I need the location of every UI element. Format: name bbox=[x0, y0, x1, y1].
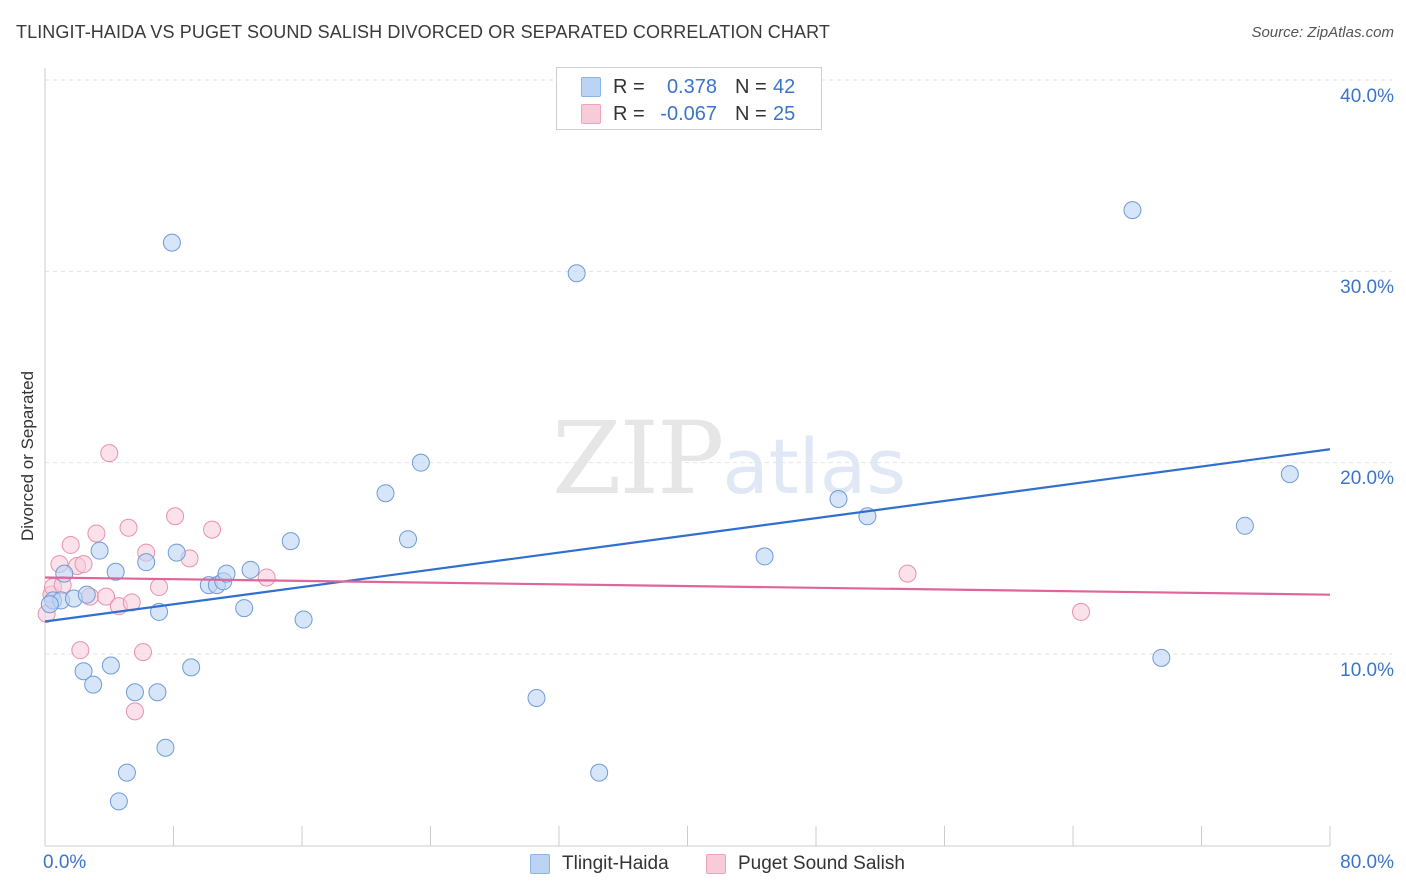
data-point-tlingit-haida bbox=[527, 689, 546, 708]
watermark-atlas: atlas bbox=[722, 422, 906, 511]
data-point-puget-sound-salish bbox=[74, 555, 93, 574]
data-point-tlingit-haida bbox=[567, 264, 586, 283]
data-point-tlingit-haida bbox=[1123, 201, 1142, 220]
y-tick-label-10: 10.0% bbox=[1340, 660, 1394, 681]
data-point-tlingit-haida bbox=[106, 562, 125, 581]
data-point-tlingit-haida bbox=[40, 595, 59, 614]
legend-n-label: N = bbox=[735, 102, 767, 125]
watermark: ZIPatlas bbox=[552, 400, 906, 517]
legend-swatch-blue bbox=[581, 77, 601, 97]
data-point-puget-sound-salish bbox=[125, 702, 144, 721]
data-point-tlingit-haida bbox=[125, 683, 144, 702]
legend-r-value: -0.067 bbox=[660, 102, 717, 125]
data-point-tlingit-haida bbox=[90, 541, 109, 560]
legend-n-value: 25 bbox=[773, 102, 796, 125]
data-point-tlingit-haida bbox=[148, 683, 167, 702]
data-point-puget-sound-salish bbox=[257, 568, 276, 587]
trend-line-tlingit-haida bbox=[44, 448, 1331, 623]
source-label: Source: ZipAtlas.com bbox=[1251, 24, 1394, 41]
data-point-tlingit-haida bbox=[167, 543, 186, 562]
data-point-tlingit-haida bbox=[182, 658, 201, 677]
data-point-puget-sound-salish bbox=[100, 444, 119, 463]
data-point-puget-sound-salish bbox=[133, 643, 152, 662]
data-point-puget-sound-salish bbox=[71, 641, 90, 660]
data-point-tlingit-haida bbox=[101, 656, 120, 675]
bottom-legend-label: Puget Sound Salish bbox=[738, 853, 905, 874]
y-tick-label-40: 40.0% bbox=[1340, 86, 1394, 107]
data-point-tlingit-haida bbox=[399, 530, 418, 549]
data-point-puget-sound-salish bbox=[150, 578, 169, 597]
bottom-legend-puget-sound-salish: Puget Sound Salish bbox=[706, 852, 905, 876]
data-point-tlingit-haida bbox=[137, 553, 156, 572]
y-axis-label: Divorced or Separated bbox=[18, 370, 37, 542]
data-point-tlingit-haida bbox=[590, 763, 609, 782]
data-point-puget-sound-salish bbox=[119, 518, 138, 537]
data-point-tlingit-haida bbox=[1235, 516, 1254, 535]
legend-n-value: 42 bbox=[773, 75, 796, 98]
x-tick-label-min: 0.0% bbox=[43, 852, 87, 873]
data-point-puget-sound-salish bbox=[203, 520, 222, 539]
bottom-legend-swatch-blue bbox=[530, 854, 550, 874]
legend-row-puget-sound-salish: R = -0.067 N = 25 bbox=[581, 101, 795, 127]
data-point-tlingit-haida bbox=[1152, 648, 1171, 667]
correlation-legend: R = 0.378 N = 42 R = -0.067 N = 25 bbox=[556, 67, 822, 130]
data-point-tlingit-haida bbox=[281, 532, 300, 551]
bottom-legend-swatch-pink bbox=[706, 854, 726, 874]
watermark-zip: ZIP bbox=[552, 400, 724, 517]
data-point-tlingit-haida bbox=[411, 453, 430, 472]
data-point-tlingit-haida bbox=[217, 564, 236, 583]
data-point-tlingit-haida bbox=[74, 662, 93, 681]
y-tick-label-30: 30.0% bbox=[1340, 277, 1394, 298]
x-tick-label-max: 80.0% bbox=[1340, 852, 1394, 873]
y-tick-label-20: 20.0% bbox=[1340, 468, 1394, 489]
data-point-puget-sound-salish bbox=[898, 564, 917, 583]
bottom-legend-label: Tlingit-Haida bbox=[562, 853, 669, 874]
legend-swatch-pink bbox=[581, 104, 601, 124]
axes bbox=[44, 68, 1331, 847]
series-puget-sound-salish bbox=[37, 444, 1091, 721]
data-point-puget-sound-salish bbox=[166, 507, 185, 526]
data-point-puget-sound-salish bbox=[61, 535, 80, 554]
data-point-tlingit-haida bbox=[156, 738, 175, 757]
trend-lines bbox=[44, 448, 1331, 623]
data-point-puget-sound-salish bbox=[87, 524, 106, 543]
data-point-tlingit-haida bbox=[1280, 465, 1299, 484]
data-point-tlingit-haida bbox=[829, 490, 848, 509]
chart-title: TLINGIT-HAIDA VS PUGET SOUND SALISH DIVO… bbox=[16, 22, 830, 42]
legend-n-label: N = bbox=[735, 75, 767, 98]
data-point-tlingit-haida bbox=[162, 233, 181, 252]
data-point-tlingit-haida bbox=[376, 484, 395, 503]
legend-r-value: 0.378 bbox=[666, 75, 717, 98]
data-point-tlingit-haida bbox=[755, 547, 774, 566]
data-point-puget-sound-salish bbox=[1072, 602, 1091, 621]
data-point-tlingit-haida bbox=[117, 763, 136, 782]
legend-row-tlingit-haida: R = 0.378 N = 42 bbox=[581, 74, 795, 100]
data-point-puget-sound-salish bbox=[97, 587, 116, 606]
bottom-legend-tlingit-haida: Tlingit-Haida bbox=[530, 852, 669, 876]
legend-r-label: R = bbox=[613, 102, 645, 125]
data-point-tlingit-haida bbox=[109, 792, 128, 811]
data-point-tlingit-haida bbox=[241, 560, 260, 579]
data-point-tlingit-haida bbox=[84, 675, 103, 694]
data-point-tlingit-haida bbox=[294, 610, 313, 629]
series-tlingit-haida bbox=[40, 201, 1299, 811]
data-point-tlingit-haida bbox=[235, 599, 254, 618]
trend-line-puget-sound-salish bbox=[44, 576, 1331, 596]
data-point-tlingit-haida bbox=[55, 564, 74, 583]
legend-r-label: R = bbox=[613, 75, 645, 98]
data-point-tlingit-haida bbox=[77, 585, 96, 604]
